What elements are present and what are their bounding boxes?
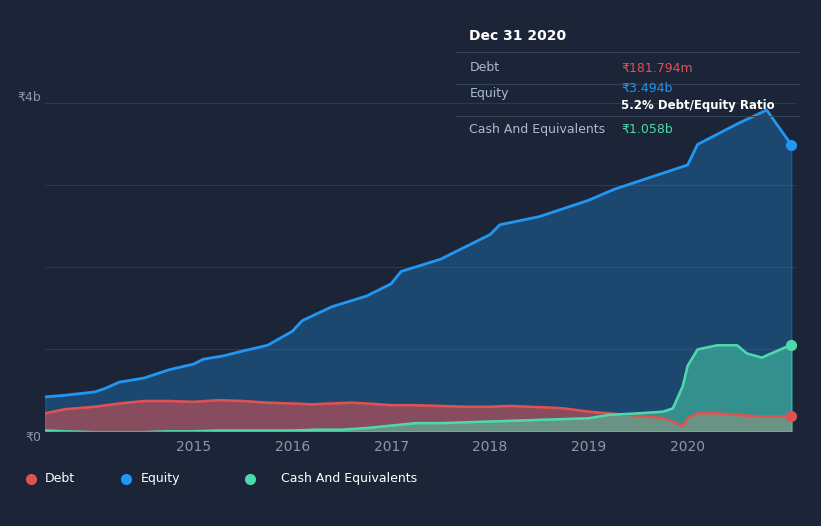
Text: ₹1.058b: ₹1.058b xyxy=(621,123,673,136)
Text: Dec 31 2020: Dec 31 2020 xyxy=(470,28,566,43)
Text: Debt: Debt xyxy=(470,62,499,74)
Text: 5.2% Debt/Equity Ratio: 5.2% Debt/Equity Ratio xyxy=(621,99,775,113)
Text: ₹3.494b: ₹3.494b xyxy=(621,82,672,94)
Text: ₹4b: ₹4b xyxy=(17,90,41,104)
Text: Cash And Equivalents: Cash And Equivalents xyxy=(470,123,606,136)
Text: ₹0: ₹0 xyxy=(25,431,41,444)
Text: Cash And Equivalents: Cash And Equivalents xyxy=(281,472,417,485)
Text: Debt: Debt xyxy=(45,472,76,485)
Text: Equity: Equity xyxy=(141,472,181,485)
Text: ₹181.794m: ₹181.794m xyxy=(621,62,693,74)
Text: Equity: Equity xyxy=(470,87,509,99)
